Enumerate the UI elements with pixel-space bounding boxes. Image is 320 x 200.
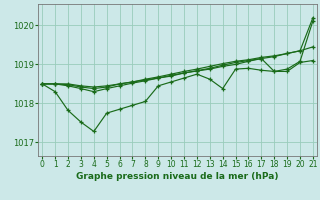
X-axis label: Graphe pression niveau de la mer (hPa): Graphe pression niveau de la mer (hPa)	[76, 172, 279, 181]
